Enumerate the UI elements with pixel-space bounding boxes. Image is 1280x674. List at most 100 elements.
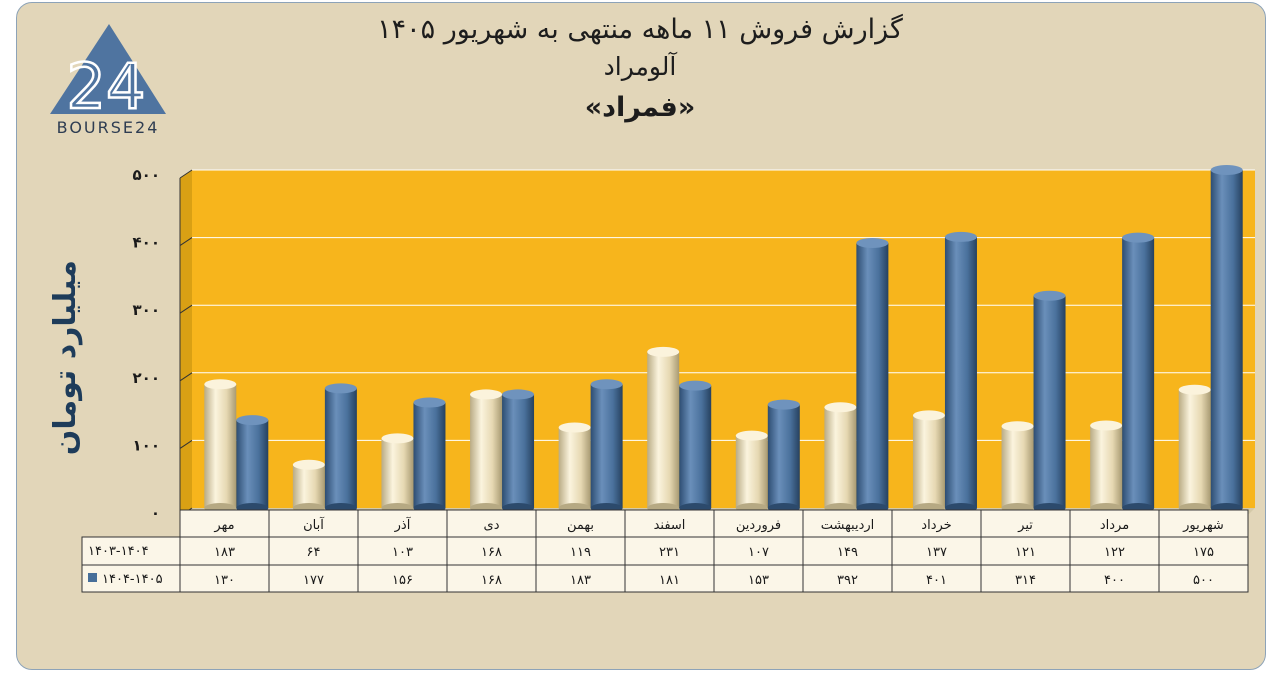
- category-label: آذر: [394, 516, 412, 533]
- ticker-symbol: «فمراد»: [584, 92, 696, 123]
- data-label: ۳۱۴: [1015, 573, 1036, 588]
- bar-cap: [324, 383, 357, 394]
- category-label: دی: [484, 518, 500, 533]
- bar-cap: [381, 433, 414, 444]
- bar-body: [735, 435, 768, 508]
- data-label: ۳۹۲: [837, 573, 858, 588]
- bar-body: [324, 388, 357, 508]
- bar-series2: [1033, 290, 1066, 513]
- bar-cap: [912, 410, 945, 421]
- bar-series2: [856, 238, 889, 513]
- y-tick-label: ۱۰۰: [133, 436, 160, 454]
- category-label: مرداد: [1100, 518, 1129, 533]
- bar-body: [502, 394, 535, 508]
- bar-cap: [856, 238, 889, 249]
- category-label: فروردین: [736, 518, 781, 533]
- category-label: مهر: [213, 518, 234, 533]
- tick-mark: [179, 304, 193, 314]
- bar-body: [236, 420, 269, 508]
- bar-body: [1033, 295, 1066, 508]
- series-name: ۱۴۰۳-۱۴۰۴: [88, 544, 149, 559]
- tick-mark: [179, 372, 193, 382]
- logo-number: 24: [67, 50, 146, 123]
- bar-series1: [470, 389, 503, 513]
- bar-body: [767, 404, 800, 508]
- bar-series1: [204, 379, 237, 513]
- category-label: بهمن: [567, 518, 594, 533]
- bar-body: [647, 351, 680, 508]
- tick-mark: [179, 237, 193, 247]
- bar-cap: [1090, 420, 1123, 431]
- data-label: ۱۳۷: [926, 545, 947, 560]
- y-tick-label: ۳۰۰: [133, 301, 160, 319]
- series-name: ۱۴۰۴-۱۴۰۵: [102, 572, 163, 587]
- bar-body: [470, 394, 503, 508]
- bar-series1: [1090, 420, 1123, 513]
- data-label: ۱۷۷: [303, 573, 324, 588]
- logo-text: BOURSE24: [56, 118, 160, 137]
- bar-cap: [679, 380, 712, 391]
- bar-body: [944, 236, 977, 508]
- bar-series2: [502, 389, 535, 513]
- bar-body: [413, 402, 446, 508]
- bar-cap: [204, 379, 237, 390]
- bar-series1: [558, 422, 591, 513]
- bar-series2: [1122, 232, 1155, 513]
- bar-body: [679, 385, 712, 508]
- data-label: ۴۰۰: [1104, 573, 1125, 588]
- plot-background: [192, 170, 1255, 508]
- bar-body: [1001, 426, 1034, 508]
- bar-cap: [558, 422, 591, 433]
- tick-mark: [179, 439, 193, 449]
- data-label: ۱۵۳: [748, 573, 769, 588]
- y-tick-label: ۴۰۰: [133, 234, 160, 252]
- bar-body: [912, 415, 945, 508]
- bar-series1: [292, 459, 325, 513]
- bar-cap: [944, 231, 977, 242]
- category-label: آبان: [303, 516, 325, 533]
- tick-mark: [179, 169, 193, 179]
- bar-cap: [470, 389, 503, 400]
- bar-series1: [381, 433, 414, 513]
- bar-series1: [647, 346, 680, 513]
- category-label: خرداد: [921, 518, 951, 533]
- bar-cap: [824, 402, 857, 413]
- bar-series1: [1001, 421, 1034, 513]
- data-label: ۱۱۹: [570, 545, 591, 560]
- bar-series2: [324, 383, 357, 513]
- plot-side-wall: [180, 170, 192, 514]
- bar-series2: [413, 397, 446, 513]
- bar-body: [856, 243, 889, 508]
- bar-cap: [502, 389, 535, 400]
- bar-body: [204, 384, 237, 508]
- bar-body: [381, 438, 414, 508]
- y-tick-label: ۰: [151, 504, 160, 522]
- bar-body: [558, 427, 591, 508]
- bar-cap: [590, 379, 623, 390]
- data-label: ۱۰۷: [748, 545, 769, 560]
- data-label: ۴۰۱: [926, 573, 947, 588]
- data-label: ۱۸۱: [659, 573, 680, 588]
- bar-series1: [912, 410, 945, 513]
- data-label: ۱۵۶: [392, 573, 413, 588]
- company-name: آلومراد: [603, 52, 677, 81]
- data-label: ۱۸۳: [570, 573, 591, 588]
- y-tick-label: ۵۰۰: [133, 166, 160, 184]
- bar-cap: [647, 346, 680, 357]
- bar-cap: [767, 399, 800, 410]
- bar-cap: [236, 415, 269, 426]
- bar-series2: [767, 399, 800, 513]
- bar-series1: [1178, 384, 1211, 513]
- bar-body: [1210, 170, 1243, 508]
- data-label: ۱۳۰: [214, 573, 235, 588]
- legend-swatch-series2: [88, 573, 97, 582]
- bar-body: [590, 384, 623, 508]
- bar-series2: [590, 379, 623, 513]
- data-label: ۱۰۳: [392, 545, 413, 560]
- bar-body: [1090, 425, 1123, 508]
- data-label: ۶۴: [307, 545, 321, 560]
- bar-series1: [824, 402, 857, 513]
- data-label: ۱۲۱: [1015, 545, 1036, 560]
- data-label: ۱۴۹: [837, 545, 858, 560]
- bar-cap: [413, 397, 446, 408]
